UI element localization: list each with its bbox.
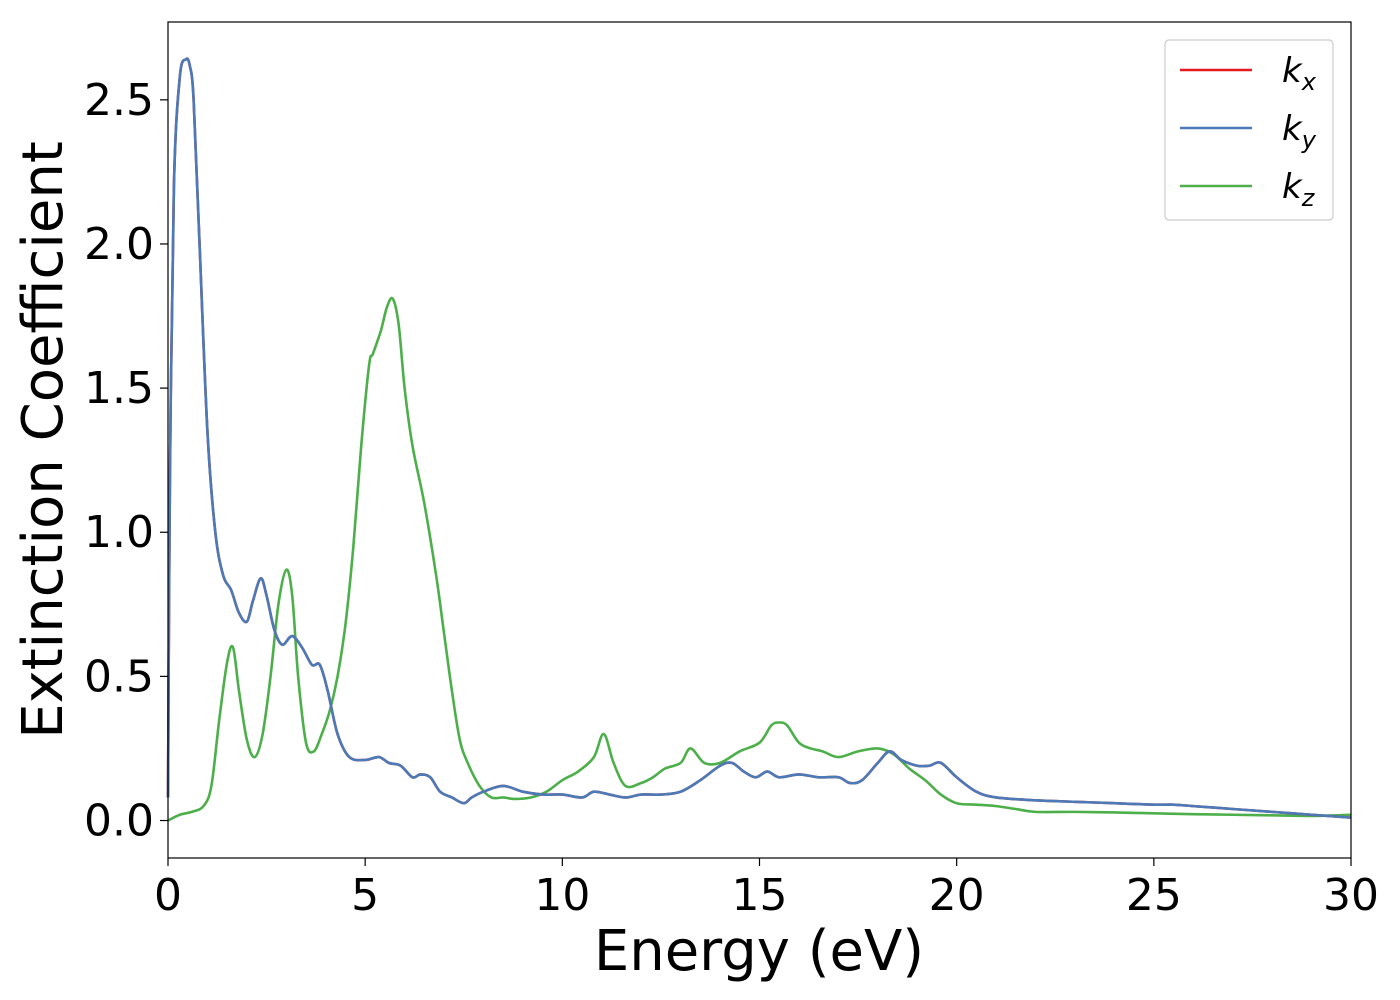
y-tick-label: 1.0 bbox=[84, 507, 154, 558]
series-layer bbox=[166, 57, 1352, 822]
legend-label-k-y: ky bbox=[1282, 109, 1317, 154]
y-axis-title: Extinction Coefficient bbox=[11, 141, 76, 739]
y-tick-label: 2.5 bbox=[84, 75, 154, 126]
x-axis-ticks: 0 5 10 15 20 25 30 bbox=[154, 858, 1379, 921]
x-tick-label: 10 bbox=[534, 870, 590, 921]
y-tick-label: 0.0 bbox=[84, 796, 154, 847]
legend-box bbox=[1164, 39, 1334, 221]
y-tick-label: 0.5 bbox=[84, 651, 154, 702]
x-tick-label: 25 bbox=[1126, 870, 1182, 921]
x-tick-label: 0 bbox=[154, 870, 182, 921]
series-line-k-z bbox=[167, 296, 1352, 822]
series-line-k-y bbox=[166, 57, 1352, 819]
legend-label-k-z: kz bbox=[1282, 167, 1316, 212]
plot-area-background bbox=[168, 22, 1351, 858]
y-tick-label: 2.0 bbox=[84, 219, 154, 270]
legend: kx ky kz bbox=[1164, 39, 1334, 221]
y-axis-ticks: 0.0 0.5 1.0 1.5 2.0 2.5 bbox=[84, 75, 168, 847]
x-tick-label: 20 bbox=[929, 870, 985, 921]
x-tick-label: 30 bbox=[1323, 870, 1379, 921]
legend-label-k-x: kx bbox=[1282, 51, 1317, 96]
x-tick-label: 15 bbox=[732, 870, 788, 921]
x-tick-label: 5 bbox=[351, 870, 379, 921]
x-axis-title: Energy (eV) bbox=[594, 919, 924, 984]
y-tick-label: 1.5 bbox=[84, 363, 154, 414]
